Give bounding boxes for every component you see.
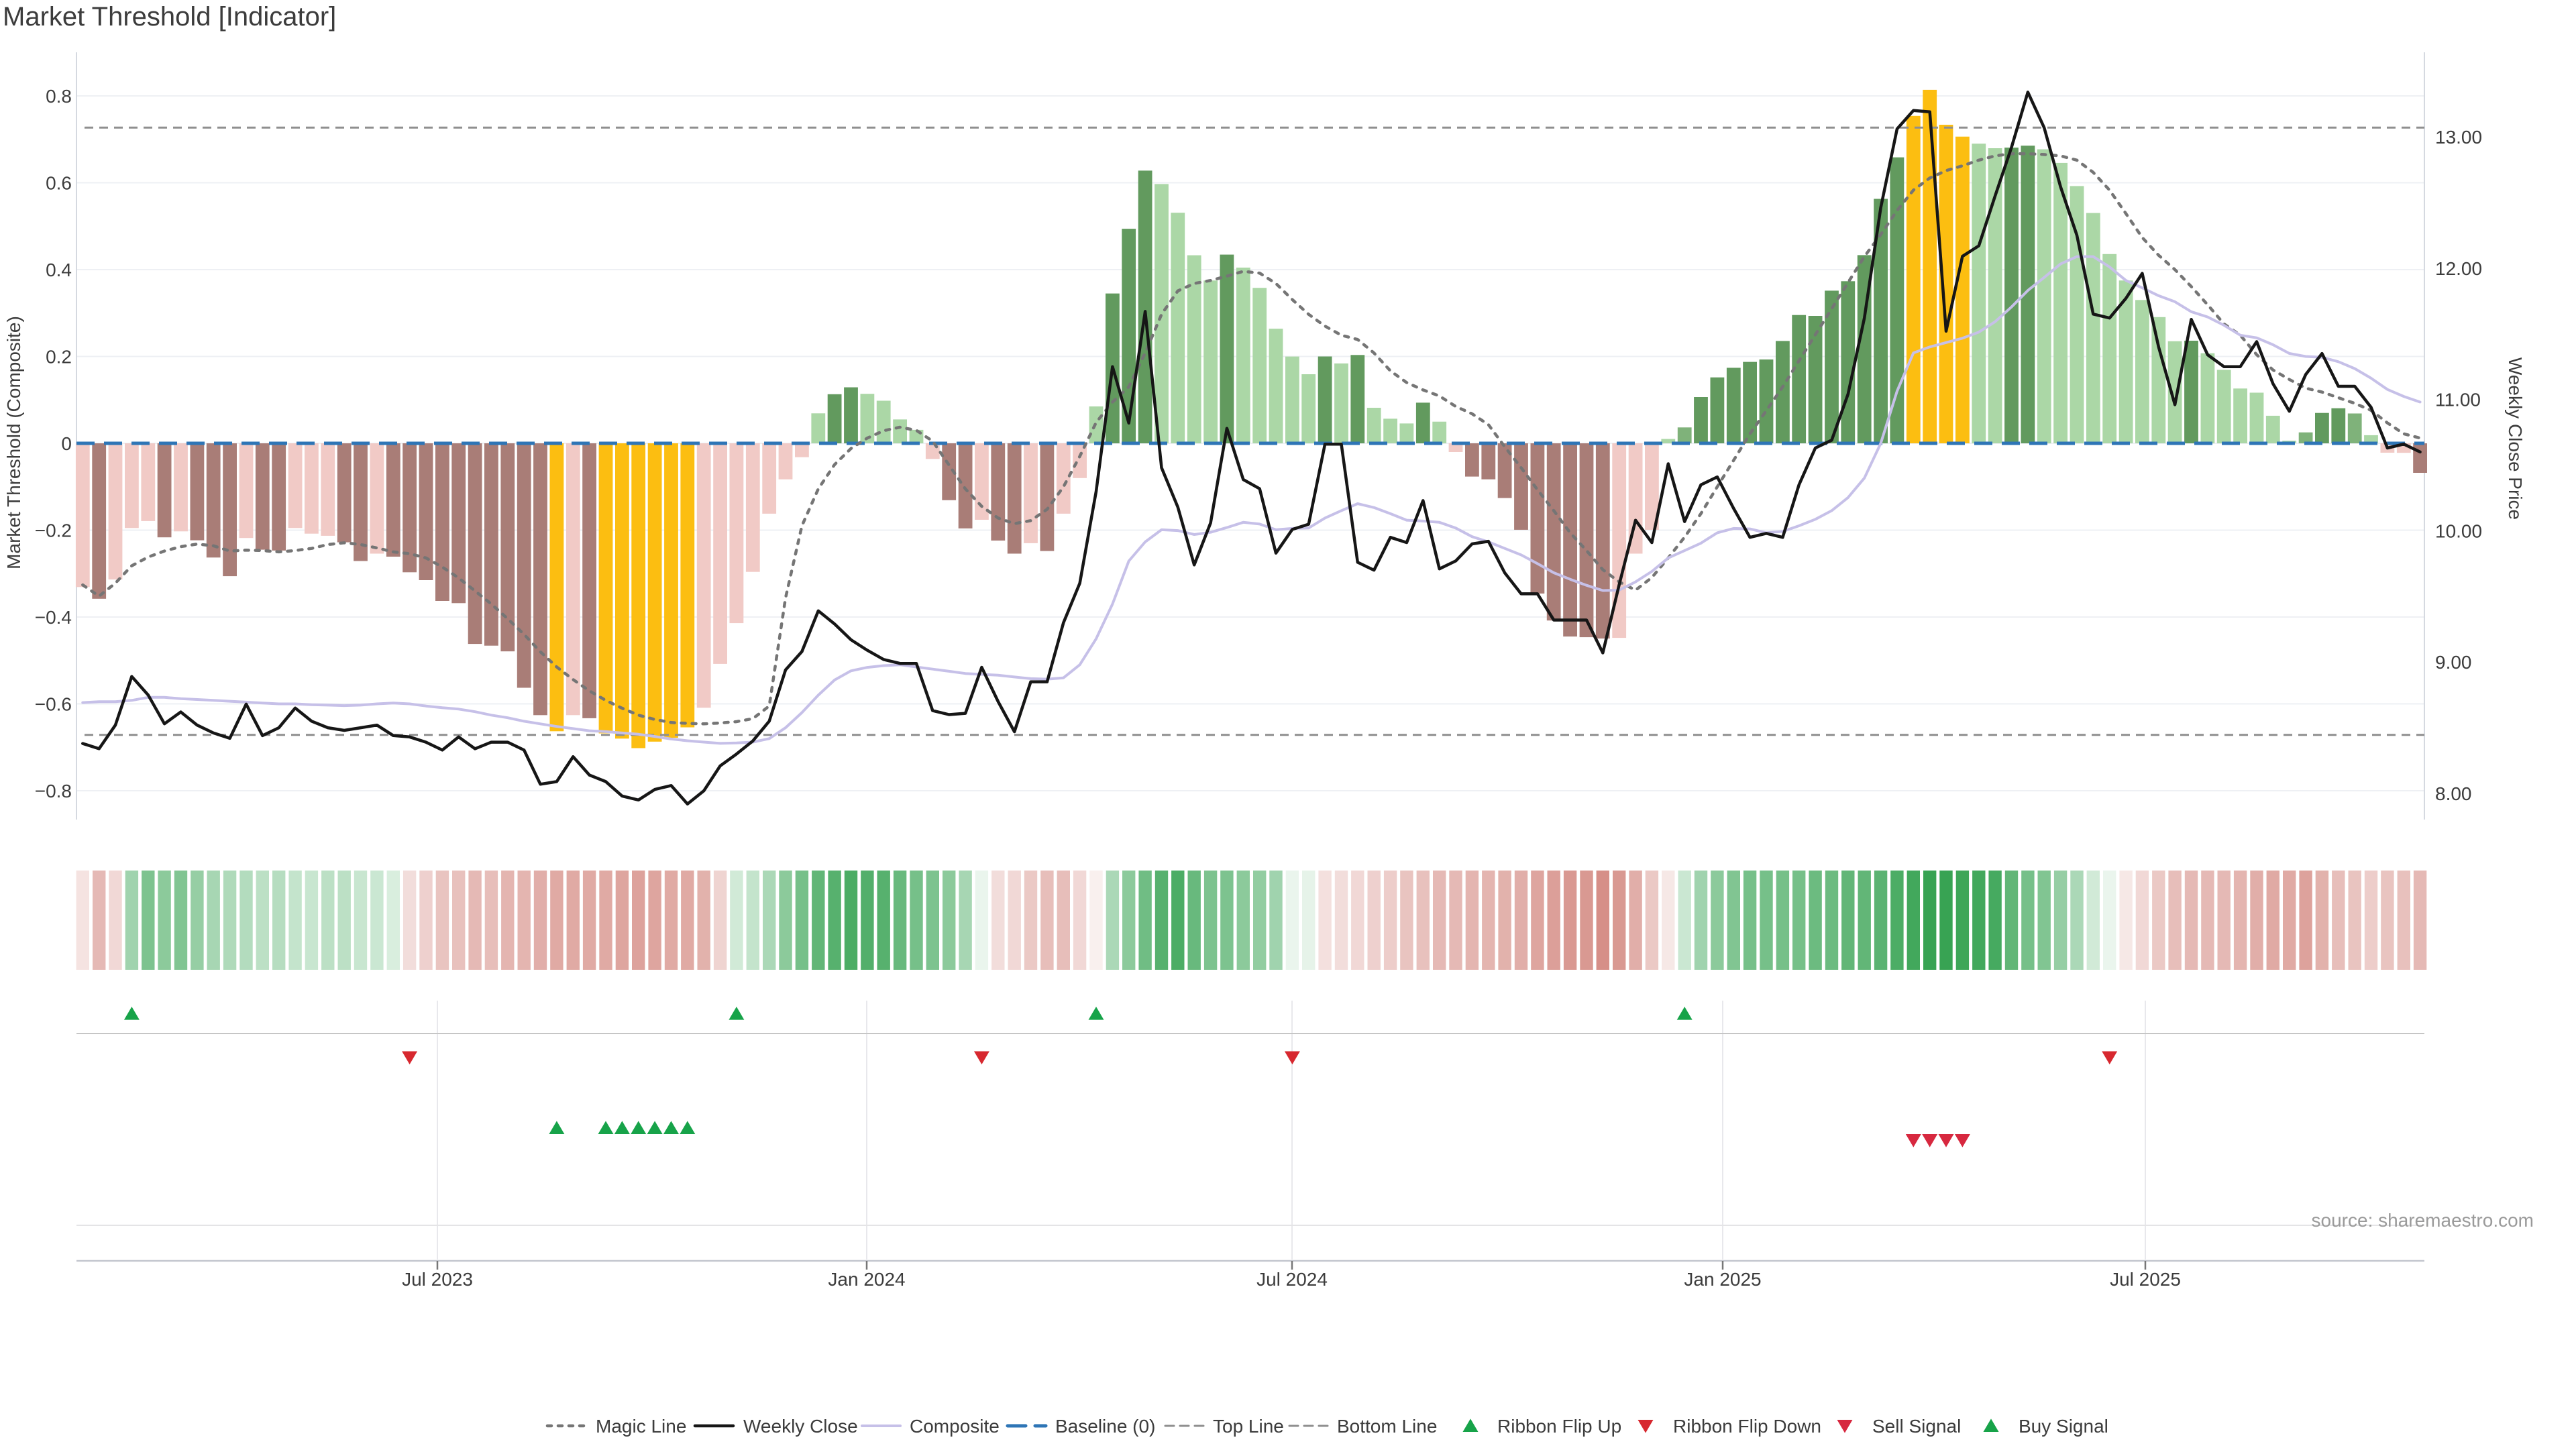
- svg-text:9.00: 9.00: [2435, 652, 2472, 673]
- svg-text:Ribbon Flip Down: Ribbon Flip Down: [1673, 1416, 1821, 1437]
- svg-text:−0.6: −0.6: [35, 694, 72, 715]
- svg-text:Composite: Composite: [910, 1416, 1000, 1437]
- svg-text:Jul 2023: Jul 2023: [402, 1269, 473, 1290]
- svg-text:11.00: 11.00: [2435, 390, 2481, 410]
- svg-text:Buy Signal: Buy Signal: [2019, 1416, 2108, 1437]
- svg-text:source: sharemaestro.com: source: sharemaestro.com: [2312, 1210, 2534, 1231]
- svg-text:0.4: 0.4: [46, 260, 72, 280]
- svg-text:Jul 2025: Jul 2025: [2110, 1269, 2181, 1290]
- svg-text:Bottom Line: Bottom Line: [1337, 1416, 1437, 1437]
- svg-text:0: 0: [61, 433, 72, 454]
- svg-text:13.00: 13.00: [2435, 127, 2482, 148]
- svg-text:Baseline (0): Baseline (0): [1055, 1416, 1155, 1437]
- svg-text:Magic Line: Magic Line: [596, 1416, 686, 1437]
- svg-text:−0.2: −0.2: [35, 520, 72, 541]
- svg-text:Jan 2024: Jan 2024: [828, 1269, 905, 1290]
- svg-text:12.00: 12.00: [2435, 258, 2482, 279]
- svg-text:Weekly Close Price: Weekly Close Price: [2505, 357, 2526, 520]
- svg-text:10.00: 10.00: [2435, 520, 2482, 541]
- svg-text:Jul 2024: Jul 2024: [1256, 1269, 1328, 1290]
- svg-text:8.00: 8.00: [2435, 783, 2472, 804]
- svg-text:Jan 2025: Jan 2025: [1684, 1269, 1761, 1290]
- svg-text:0.6: 0.6: [46, 173, 72, 194]
- svg-text:Weekly Close: Weekly Close: [743, 1416, 858, 1437]
- svg-text:Top Line: Top Line: [1213, 1416, 1284, 1437]
- svg-text:Sell Signal: Sell Signal: [1872, 1416, 1961, 1437]
- svg-text:−0.4: −0.4: [35, 607, 72, 628]
- svg-text:Market Threshold (Composite): Market Threshold (Composite): [3, 316, 24, 569]
- svg-text:0.2: 0.2: [46, 347, 72, 368]
- svg-text:−0.8: −0.8: [35, 781, 72, 801]
- svg-text:Market Threshold [Indicator]: Market Threshold [Indicator]: [3, 2, 336, 32]
- svg-text:Ribbon Flip Up: Ribbon Flip Up: [1497, 1416, 1621, 1437]
- svg-text:0.8: 0.8: [46, 86, 72, 107]
